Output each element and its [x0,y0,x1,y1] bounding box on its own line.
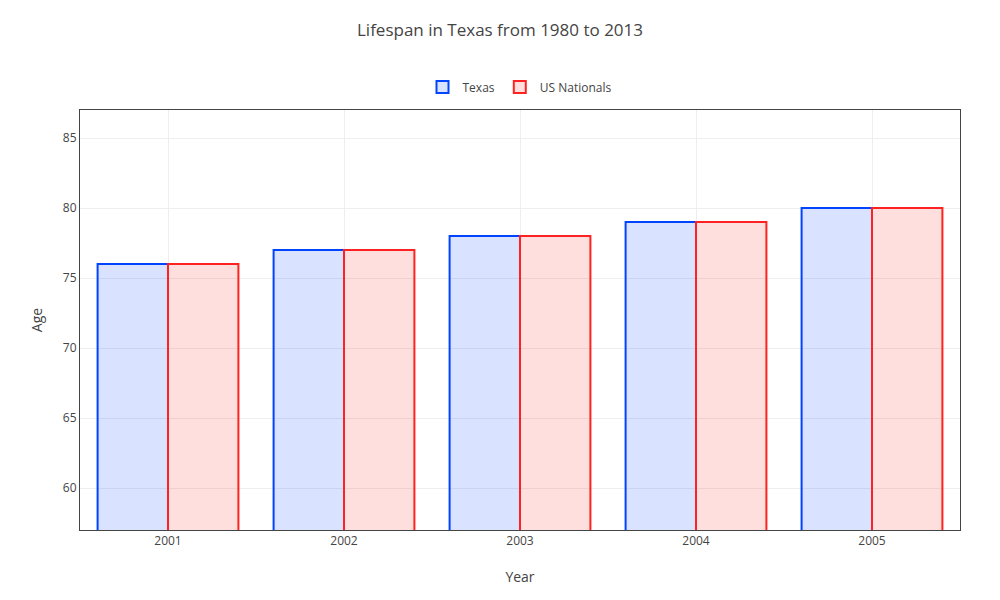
svg-text:Age: Age [27,308,46,332]
svg-text:Texas: Texas [463,79,495,96]
svg-text:2003: 2003 [506,532,534,549]
svg-text:85: 85 [63,129,77,146]
svg-text:Year: Year [505,567,534,586]
svg-text:65: 65 [63,409,77,426]
svg-text:Lifespan in Texas from 1980 to: Lifespan in Texas from 1980 to 2013 [357,18,643,41]
svg-text:2005: 2005 [858,532,886,549]
svg-text:80: 80 [63,199,77,216]
svg-text:2002: 2002 [330,532,358,549]
svg-text:US Nationals: US Nationals [540,79,612,96]
svg-text:60: 60 [63,479,77,496]
svg-text:2004: 2004 [682,532,710,549]
svg-text:2001: 2001 [154,532,181,549]
svg-text:70: 70 [63,339,77,356]
svg-text:75: 75 [63,269,77,286]
